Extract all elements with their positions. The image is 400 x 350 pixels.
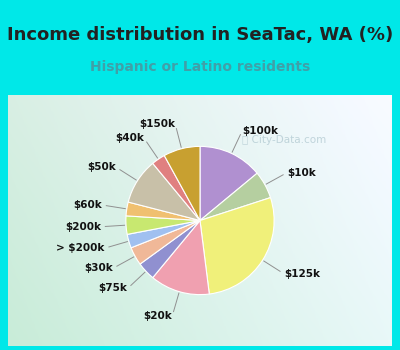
Text: $200k: $200k bbox=[65, 222, 101, 232]
Text: $40k: $40k bbox=[115, 133, 144, 143]
Text: $150k: $150k bbox=[139, 119, 175, 129]
Text: $60k: $60k bbox=[73, 200, 102, 210]
Wedge shape bbox=[200, 146, 257, 220]
Wedge shape bbox=[131, 220, 200, 264]
Wedge shape bbox=[126, 202, 200, 220]
Wedge shape bbox=[153, 220, 209, 295]
Wedge shape bbox=[200, 173, 270, 220]
Wedge shape bbox=[128, 163, 200, 220]
Wedge shape bbox=[164, 146, 200, 220]
Text: > $200k: > $200k bbox=[56, 243, 105, 253]
Wedge shape bbox=[140, 220, 200, 278]
Text: $30k: $30k bbox=[84, 263, 113, 273]
Wedge shape bbox=[200, 198, 274, 294]
Wedge shape bbox=[127, 220, 200, 248]
Text: ⓘ City-Data.com: ⓘ City-Data.com bbox=[242, 135, 327, 145]
Wedge shape bbox=[153, 155, 200, 220]
Text: Hispanic or Latino residents: Hispanic or Latino residents bbox=[90, 60, 310, 74]
Text: Income distribution in SeaTac, WA (%): Income distribution in SeaTac, WA (%) bbox=[7, 26, 393, 44]
Wedge shape bbox=[126, 216, 200, 234]
Text: $20k: $20k bbox=[144, 311, 172, 321]
Text: $125k: $125k bbox=[284, 269, 320, 279]
Text: $100k: $100k bbox=[242, 126, 278, 136]
Text: $10k: $10k bbox=[287, 168, 316, 178]
Text: $75k: $75k bbox=[99, 284, 128, 294]
Text: $50k: $50k bbox=[87, 162, 116, 172]
